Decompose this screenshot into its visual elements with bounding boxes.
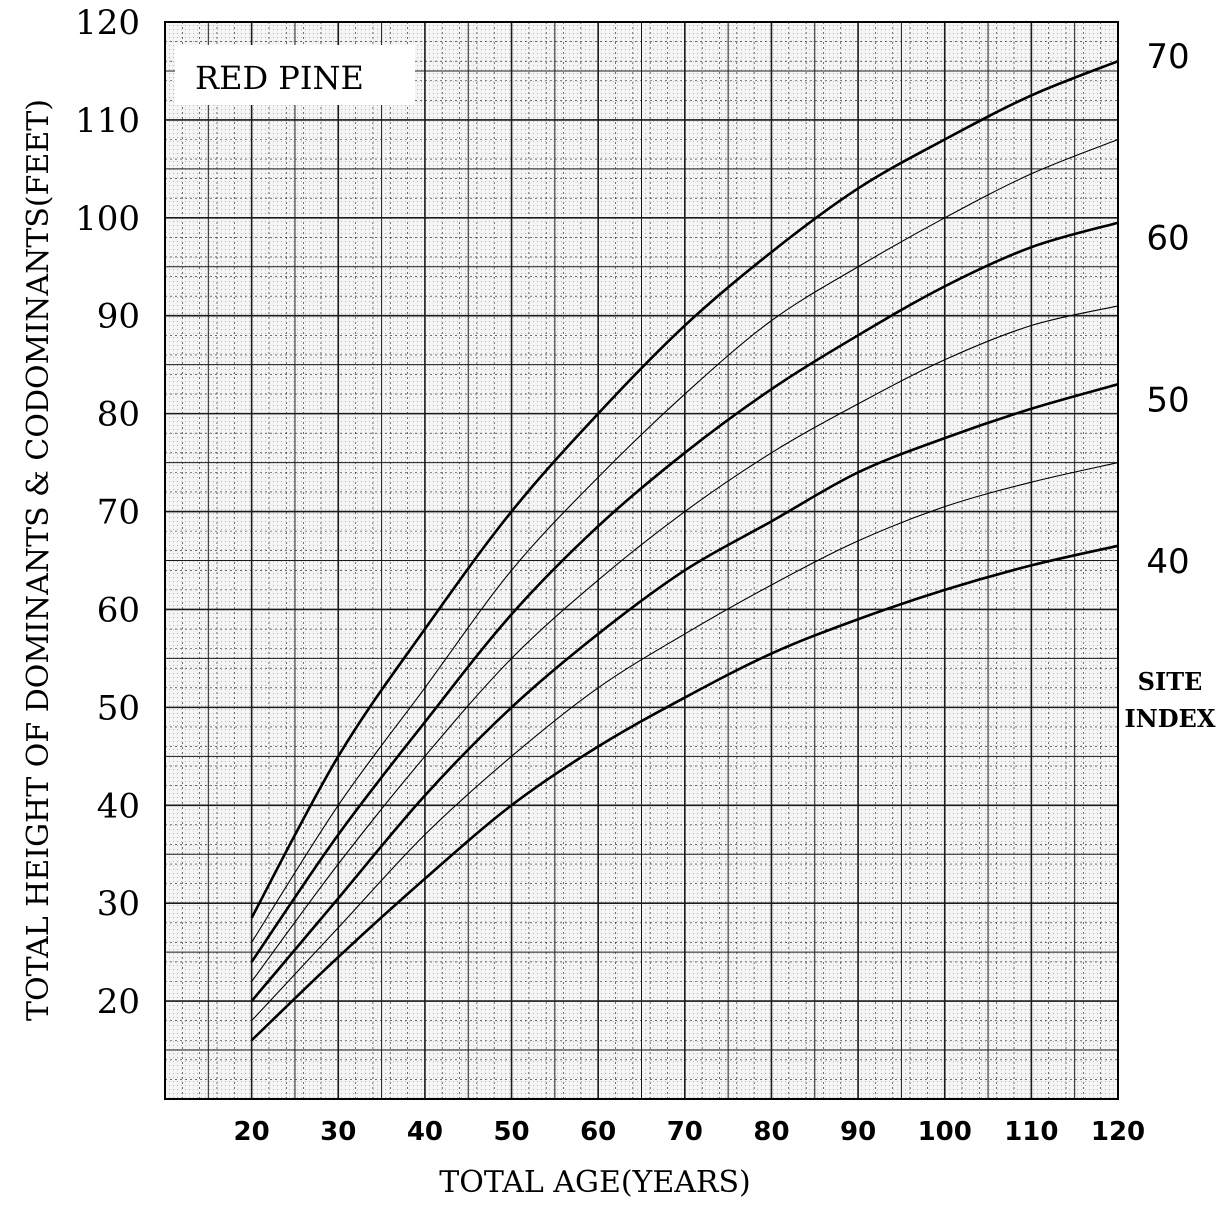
x-tick-label: 120 [1091,1117,1145,1147]
series-line-si-50 [250,383,1119,1002]
y-tick-label: 70 [97,493,140,533]
x-tick-label: 40 [407,1117,443,1147]
x-tick-label: 110 [1004,1117,1058,1147]
x-tick-label: 100 [918,1117,972,1147]
x-axis-title: TOTAL AGE(YEARS) [439,1165,751,1200]
series-line-si-40 [250,544,1119,1042]
x-axis-ticks: 20 30 40 50 60 70 80 90 100 110 120 [234,1117,1146,1147]
y-tick-label: 20 [97,982,140,1022]
plot-frame [164,21,1119,1100]
site-index-label-50: 50 [1146,380,1189,420]
title-box [175,45,415,105]
x-tick-label: 60 [580,1117,616,1147]
chart-title: RED PINE [195,59,364,97]
y-tick-label: 80 [97,395,140,435]
series-line-intermediate-1 [251,138,1119,943]
x-tick-label: 70 [667,1117,703,1147]
site-index-label-40: 40 [1146,542,1189,582]
y-tick-label: 40 [97,786,140,826]
y-tick-label: 50 [97,688,140,728]
x-tick-label: 80 [753,1117,789,1147]
site-index-label-70: 70 [1146,37,1189,77]
y-tick-label: 30 [97,884,140,924]
site-index-title-line2: INDEX [1125,704,1216,733]
x-tick-label: 90 [840,1117,876,1147]
series-line-si-70 [250,59,1119,919]
y-axis-ticks: 20 30 40 50 60 70 80 90 100 110 120 [75,3,140,1022]
x-tick-label: 20 [234,1117,270,1147]
y-tick-label: 90 [97,297,140,337]
grid [164,21,1119,1100]
x-tick-label: 50 [493,1117,529,1147]
x-tick-label: 30 [320,1117,356,1147]
y-tick-label: 100 [75,199,140,239]
series-line-intermediate-3 [251,305,1119,982]
site-index-labels: 70 60 50 40 [1146,37,1189,582]
y-tick-label: 120 [75,3,140,43]
series-group [250,59,1119,1042]
series-line-si-60 [250,221,1119,963]
y-tick-label: 110 [75,101,140,141]
site-index-title-line1: SITE [1138,667,1203,696]
series-line-intermediate-5 [251,462,1119,1022]
y-axis-title: TOTAL HEIGHT OF DOMINANTS & CODOMINANTS(… [21,99,56,1021]
site-index-label-60: 60 [1146,219,1189,259]
y-tick-label: 60 [97,590,140,630]
